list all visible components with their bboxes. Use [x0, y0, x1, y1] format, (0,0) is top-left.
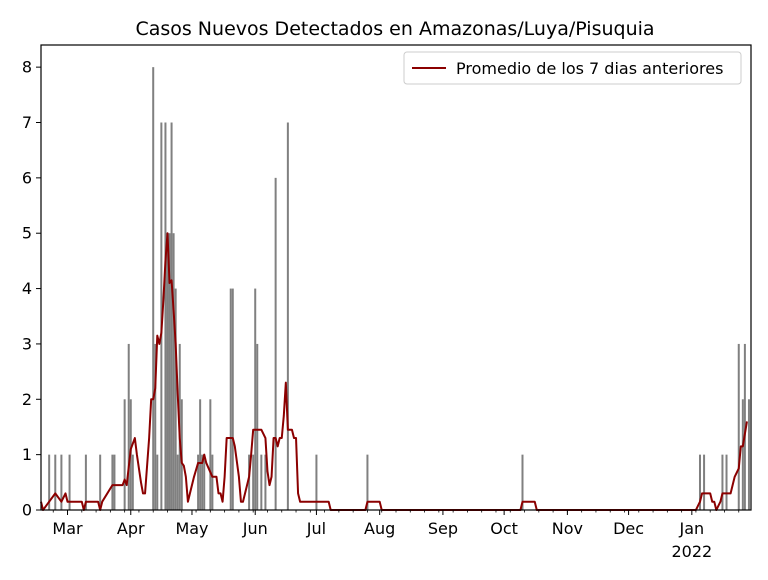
bar	[54, 454, 57, 510]
x-tick-label: Mar	[52, 519, 83, 538]
bar	[199, 399, 202, 510]
bar	[209, 399, 212, 510]
bar	[84, 454, 87, 510]
x-tick-label: Aug	[364, 519, 395, 538]
bar	[152, 67, 155, 510]
bar	[203, 454, 206, 510]
bar	[366, 454, 369, 510]
x-tick-label: Sep	[428, 519, 458, 538]
bars-layer	[48, 67, 750, 511]
y-tick-label: 4	[22, 279, 32, 298]
x-tick-label: Apr	[117, 519, 145, 538]
bar	[154, 343, 157, 510]
bar	[99, 454, 102, 510]
legend-label: Promedio de los 7 dias anteriores	[456, 59, 723, 78]
bar	[274, 177, 277, 511]
y-tick-label: 7	[22, 113, 32, 132]
bar	[703, 454, 706, 510]
bar	[111, 454, 114, 510]
y-tick-label: 0	[22, 501, 32, 520]
y-tick-label: 6	[22, 168, 32, 187]
x-tick-sublabel: 2022	[671, 542, 712, 561]
x-tick-label: Jul	[306, 519, 326, 538]
y-tick-label: 8	[22, 58, 32, 77]
x-tick-label: May	[175, 519, 208, 538]
bar	[197, 454, 200, 510]
bar	[256, 343, 259, 510]
bar	[68, 454, 71, 510]
bar	[176, 454, 179, 510]
y-tick-label: 1	[22, 445, 32, 464]
bar	[264, 454, 267, 510]
x-tick-label: Nov	[552, 519, 583, 538]
bar	[229, 288, 232, 510]
bar	[172, 233, 175, 510]
bar	[164, 122, 167, 510]
bar	[113, 454, 116, 510]
bar	[737, 343, 740, 510]
legend-frame	[403, 51, 742, 85]
bar	[521, 454, 524, 510]
chart-title: Casos Nuevos Detectados en Amazonas/Luya…	[135, 18, 654, 40]
bar	[286, 122, 289, 510]
bar	[721, 454, 724, 510]
bar	[698, 454, 701, 510]
bar	[725, 454, 728, 510]
rolling-average-line	[40, 232, 748, 511]
bar	[127, 343, 130, 510]
bar	[168, 233, 171, 510]
bar	[166, 233, 169, 510]
bar	[211, 454, 214, 510]
bar	[741, 399, 744, 510]
bar	[123, 399, 126, 510]
x-tick-label: Jun	[242, 519, 268, 538]
y-tick-label: 5	[22, 224, 32, 243]
y-tick-label: 3	[22, 334, 32, 353]
bar	[156, 454, 159, 510]
bar	[252, 454, 255, 510]
bar	[260, 454, 263, 510]
bar	[160, 122, 163, 510]
bar	[315, 454, 318, 510]
line-layer	[40, 232, 748, 511]
bar	[201, 454, 204, 510]
bar	[248, 454, 251, 510]
bar	[254, 288, 257, 510]
plot-frame	[40, 44, 752, 511]
y-tick-label: 2	[22, 390, 32, 409]
bar	[131, 454, 134, 510]
x-tick-label: Oct	[490, 519, 518, 538]
bar	[60, 454, 63, 510]
bar	[170, 122, 173, 510]
x-tick-label: Dec	[613, 519, 644, 538]
bar	[743, 343, 746, 510]
bar	[48, 454, 51, 510]
bar	[747, 399, 750, 510]
axes-layer: 0 1 2 3 4 5 6 7 8 Mar Apr May Jun Jul Aug Sep Oct Nov Dec J…	[22, 44, 752, 561]
bar	[174, 288, 177, 510]
bar	[231, 288, 234, 510]
legend: Promedio de los 7 dias anteriores	[403, 51, 742, 85]
x-tick-label: Jan	[678, 519, 704, 538]
